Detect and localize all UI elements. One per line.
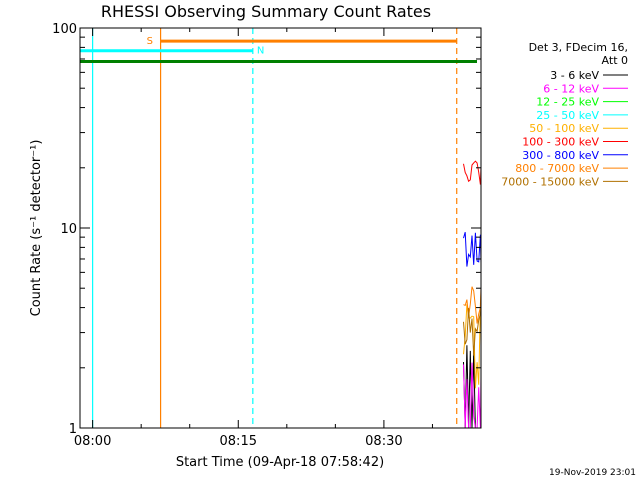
x-axis-label: Start Time (09-Apr-18 07:58:42) (176, 455, 384, 470)
night-label: N (257, 46, 264, 57)
y-axis: 1 10 100 (52, 22, 481, 437)
saa-label: S (147, 36, 153, 47)
legend-entry-label: 300 - 800 keV (522, 149, 599, 162)
footer-timestamp: 19-Nov-2019 23:01 (549, 468, 636, 478)
legend-entry-label: 25 - 50 keV (536, 109, 599, 122)
x-axis: 08:00 08:15 08:30 (74, 28, 482, 449)
x-tick-label: 08:30 (365, 434, 402, 449)
y-tick-label: 10 (60, 222, 77, 237)
legend-header: Att 0 (602, 54, 628, 67)
legend-entry-label: 6 - 12 keV (543, 82, 599, 95)
legend-entry-label: 3 - 6 keV (550, 69, 599, 82)
legend-header: Det 3, FDecim 16, (529, 41, 628, 54)
legend-entry-label: 50 - 100 keV (529, 122, 599, 135)
chart-title: RHESSI Observing Summary Count Rates (101, 2, 431, 21)
legend-entry-label: 12 - 25 keV (536, 96, 599, 109)
y-tick-label: 1 (69, 422, 77, 437)
plot-frame (79, 27, 482, 429)
y-tick-label: 100 (52, 22, 77, 37)
x-tick-label: 08:00 (74, 434, 111, 449)
x-tick-label: 08:15 (220, 434, 257, 449)
legend-entry-label: 100 - 300 keV (522, 136, 599, 149)
legend-entry-label: 800 - 7000 keV (515, 162, 599, 175)
plot-area: NS (80, 28, 482, 429)
legend-entry-label: 7000 - 15000 keV (501, 175, 599, 188)
y-axis-label: Count Rate (s⁻¹ detector⁻¹) (29, 140, 44, 317)
